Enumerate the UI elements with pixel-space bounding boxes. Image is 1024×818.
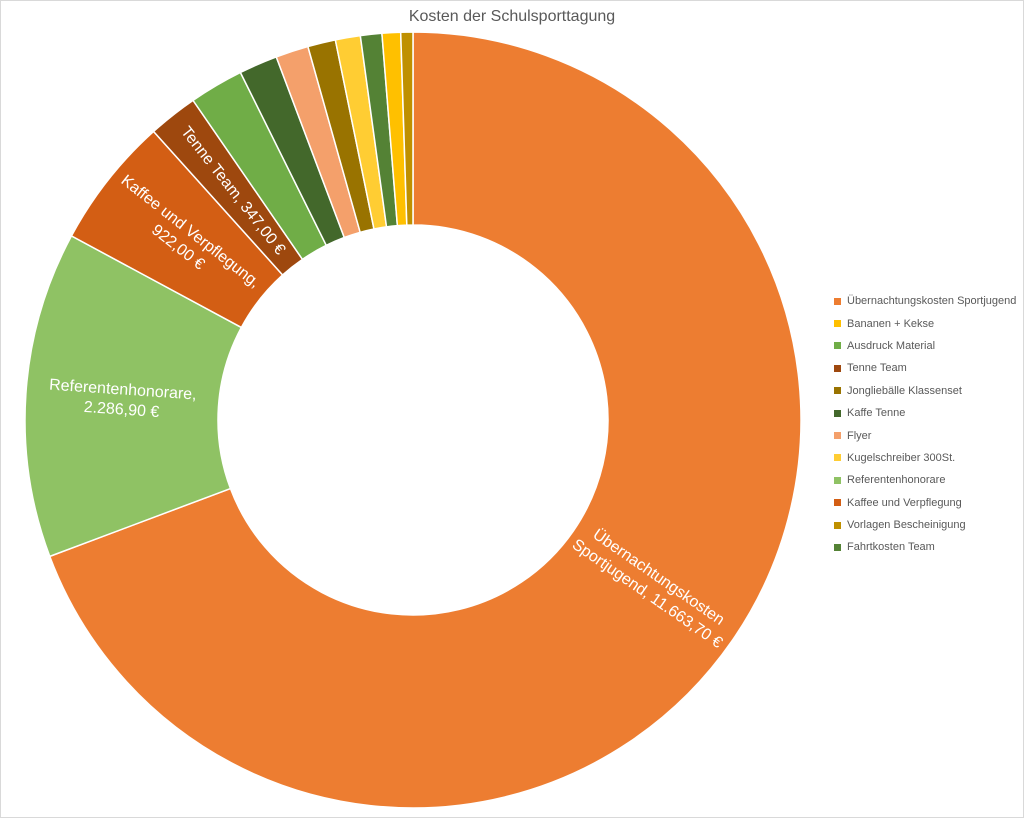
legend-item-bananen-kekse: Bananen + Kekse xyxy=(834,312,1020,334)
legend-swatch xyxy=(834,387,841,395)
legend-swatch xyxy=(834,432,841,440)
donut-slice-vorlagen-bescheinigung xyxy=(399,31,414,226)
legend-label: Vorlagen Bescheinigung xyxy=(847,519,966,532)
legend-label: Kugelschreiber 300St. xyxy=(847,451,956,464)
legend-swatch xyxy=(834,521,841,529)
legend-swatch xyxy=(834,454,841,462)
legend-item-kaffee-und-verpflegung: Kaffee und Verpflegung xyxy=(834,492,1020,514)
legend-swatch xyxy=(834,499,841,507)
legend-swatch xyxy=(834,364,841,372)
donut-slices xyxy=(24,31,802,809)
legend-item-tenne-team: Tenne Team xyxy=(834,357,1020,379)
legend-item-vorlagen-bescheinigung: Vorlagen Bescheinigung xyxy=(834,514,1020,536)
chart-title: Kosten der Schulsporttagung xyxy=(408,8,616,25)
legend-label: Tenne Team xyxy=(847,362,907,375)
legend-swatch xyxy=(834,342,841,350)
legend-label: Bananen + Kekse xyxy=(847,317,935,330)
legend-label: Fahrtkosten Team xyxy=(847,541,935,554)
donut-slice-uebernachtungskosten-sportjugend xyxy=(48,31,802,809)
legend-label: Übernachtungskosten Sportjugend xyxy=(847,295,1017,308)
legend-label: Referentenhonorare xyxy=(847,474,946,487)
legend-swatch xyxy=(834,297,841,305)
legend-swatch xyxy=(834,409,841,417)
legend-item-kaffe-tenne: Kaffe Tenne xyxy=(834,402,1020,424)
legend-item-uebernachtungskosten-sportjugend: Übernachtungskosten Sportjugend xyxy=(834,290,1020,312)
legend-swatch xyxy=(834,476,841,484)
legend-item-jongliebaelle-klassenset: Jongliebälle Klassenset xyxy=(834,380,1020,402)
legend-item-referentenhonorare: Referentenhonorare xyxy=(834,469,1020,491)
legend-label: Kaffe Tenne xyxy=(847,407,906,420)
legend-item-fahrtkosten-team: Fahrtkosten Team xyxy=(834,536,1020,558)
legend-label: Flyer xyxy=(847,429,872,442)
donut-slice-referentenhonorare xyxy=(24,234,243,558)
legend-label: Kaffee und Verpflegung xyxy=(847,496,962,509)
legend-item-flyer: Flyer xyxy=(834,424,1020,446)
chart-legend: Übernachtungskosten Sportjugend Bananen +… xyxy=(834,290,1020,559)
legend-swatch xyxy=(834,543,841,551)
legend-swatch xyxy=(834,320,841,328)
legend-item-ausdruck-material: Ausdruck Material xyxy=(834,335,1020,357)
slice-label-line: 2.286,90 € xyxy=(83,399,160,421)
legend-label: Ausdruck Material xyxy=(847,339,936,352)
legend-label: Jongliebälle Klassenset xyxy=(847,384,962,397)
legend-item-kugelschreiber-300st: Kugelschreiber 300St. xyxy=(834,447,1020,469)
